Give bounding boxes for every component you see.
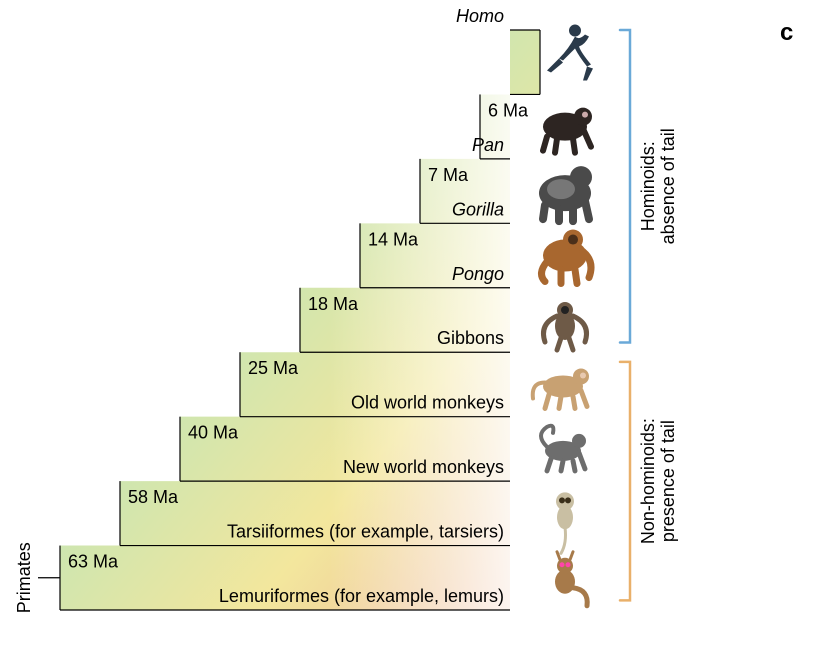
taxon-label-lemur: Lemuriformes (for example, lemurs) (219, 586, 504, 606)
silhouette-nwm (541, 426, 586, 471)
age-label-gorilla: 7 Ma (428, 165, 469, 185)
bracket-nonhom: Non-hominoids:presence of tail (620, 362, 678, 600)
age-label-nwm: 40 Ma (188, 423, 239, 443)
panel-label: c (780, 19, 793, 46)
silhouette-tarsier (556, 492, 574, 553)
taxon-label-gorilla: Gorilla (452, 199, 504, 219)
silhouette-orang (541, 230, 591, 284)
age-label-pan: 6 Ma (488, 100, 529, 120)
taxon-label-gibbons: Gibbons (437, 328, 504, 348)
age-label-owm: 25 Ma (248, 358, 299, 378)
taxon-label-homo: Homo (456, 6, 504, 26)
age-label-pongo: 14 Ma (368, 229, 419, 249)
taxon-label-nwm: New world monkeys (343, 457, 504, 477)
taxon-label-pongo: Pongo (452, 264, 504, 284)
silhouette-lemur (555, 552, 587, 606)
silhouette-chimp (543, 108, 592, 153)
age-label-lemur: 63 Ma (68, 552, 119, 572)
bracket-label-hominoid-1: Hominoids: (638, 141, 658, 231)
taxon-label-tarsi: Tarsiiformes (for example, tarsiers) (227, 522, 504, 542)
bracket-label-nonhom-2: presence of tail (658, 420, 678, 542)
age-label-gibbons: 18 Ma (308, 294, 359, 314)
silhouette-gorilla (539, 166, 592, 221)
age-label-tarsi: 58 Ma (128, 487, 179, 507)
bracket-label-nonhom-1: Non-hominoids: (638, 418, 658, 544)
phylogeny-svg: Homo Pan 6 Ma Gorilla 7 Ma Pongo 14 Ma Gibbons 1… (0, 0, 830, 668)
taxon-label-pan: Pan (472, 135, 504, 155)
silhouette-gibbon (544, 302, 587, 350)
bracket-hominoid: Hominoids:absence of tail (620, 30, 678, 343)
taxon-label-owm: Old world monkeys (351, 393, 504, 413)
silhouette-human (547, 25, 593, 81)
silhouette-owm (533, 368, 589, 408)
root-label: Primates (14, 542, 34, 613)
bracket-label-hominoid-2: absence of tail (658, 128, 678, 244)
